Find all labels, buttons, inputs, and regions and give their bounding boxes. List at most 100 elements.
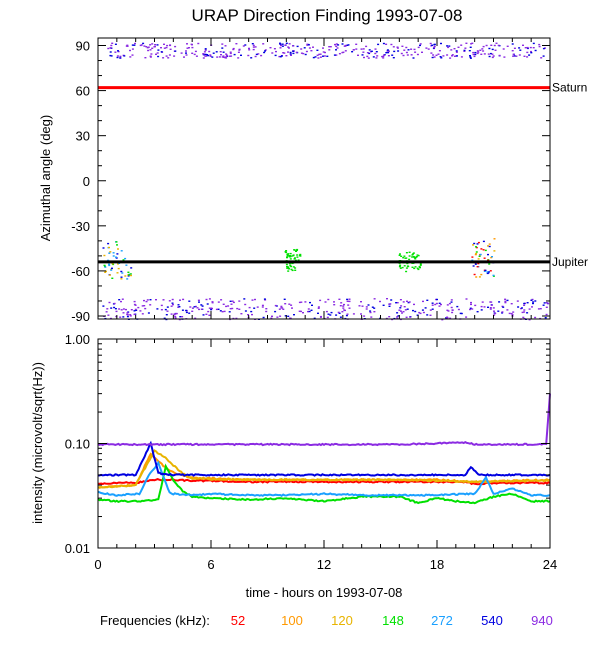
scatter-point-1-267 <box>408 301 411 303</box>
scatter-point-0-305 <box>288 43 291 45</box>
scatter-point-4-31 <box>399 267 402 269</box>
scatter-point-0-383 <box>169 44 171 47</box>
scatter-point-0-131 <box>386 50 389 52</box>
scatter-point-0-382 <box>300 52 303 54</box>
scatter-point-0-392 <box>202 57 205 59</box>
scatter-point-0-403 <box>512 53 515 55</box>
scatter-point-0-231 <box>413 48 416 51</box>
scatter-point-0-171 <box>432 47 435 50</box>
scatter-point-1-205 <box>276 316 279 318</box>
scatter-point-1-408 <box>346 298 349 301</box>
scatter-point-1-416 <box>545 313 548 316</box>
scatter-point-0-263 <box>117 50 119 52</box>
scatter-point-0-331 <box>336 47 339 49</box>
scatter-point-0-373 <box>417 46 420 49</box>
scatter-point-0-362 <box>131 44 134 46</box>
scatter-point-5-45 <box>484 269 487 272</box>
scatter-point-1-42 <box>413 303 415 306</box>
azimuth-scatter-points <box>102 42 550 321</box>
scatter-point-1-402 <box>474 304 477 307</box>
scatter-point-1-41 <box>105 311 108 313</box>
scatter-point-1-214 <box>143 299 145 302</box>
scatter-point-0-292 <box>304 53 307 56</box>
scatter-point-1-379 <box>379 300 381 303</box>
scatter-point-5-46 <box>474 253 477 256</box>
scatter-point-0-364 <box>469 57 472 59</box>
scatter-point-0-206 <box>165 46 168 49</box>
scatter-point-1-75 <box>528 319 531 321</box>
scatter-point-0-240 <box>526 47 529 50</box>
scatter-point-1-327 <box>307 308 310 310</box>
scatter-point-0-293 <box>470 43 473 45</box>
scatter-point-1-325 <box>208 298 211 300</box>
scatter-point-1-96 <box>429 309 432 311</box>
scatter-point-0-401 <box>273 48 276 50</box>
scatter-point-0-264 <box>162 57 165 59</box>
scatter-point-5-19 <box>487 272 490 274</box>
scatter-point-0-35 <box>240 54 242 56</box>
scatter-point-1-261 <box>476 311 479 313</box>
scatter-point-1-120 <box>543 302 546 304</box>
scatter-point-1-394 <box>469 308 471 311</box>
scatter-point-0-84 <box>232 48 235 51</box>
scatter-point-1-257 <box>133 300 136 303</box>
scatter-point-1-385 <box>270 317 273 319</box>
scatter-point-0-388 <box>532 47 535 49</box>
scatter-point-1-274 <box>542 304 545 306</box>
scatter-point-1-34 <box>166 310 169 312</box>
scatter-point-1-61 <box>251 299 254 301</box>
scatter-point-1-58 <box>265 308 268 310</box>
scatter-point-1-322 <box>330 311 333 314</box>
scatter-point-0-414 <box>204 49 207 51</box>
scatter-point-1-219 <box>421 309 424 311</box>
scatter-point-0-142 <box>494 49 497 51</box>
scatter-point-1-263 <box>143 305 146 307</box>
scatter-point-5-47 <box>484 249 487 252</box>
scatter-point-0-381 <box>169 48 172 50</box>
scatter-point-1-287 <box>206 303 209 305</box>
scatter-point-1-293 <box>526 312 529 314</box>
scatter-point-3-51 <box>299 255 302 257</box>
scatter-point-0-223 <box>296 45 299 48</box>
scatter-point-2-23 <box>102 247 105 249</box>
scatter-point-0-108 <box>421 51 423 53</box>
scatter-point-0-265 <box>160 47 162 49</box>
scatter-point-0-153 <box>414 51 417 53</box>
scatter-point-1-39 <box>361 305 364 307</box>
scatter-point-0-30 <box>438 50 441 52</box>
scatter-point-4-11 <box>414 258 417 260</box>
scatter-point-1-222 <box>223 310 226 313</box>
scatter-point-0-187 <box>194 50 197 53</box>
scatter-point-0-81 <box>392 46 395 48</box>
scatter-point-1-23 <box>504 300 507 302</box>
scatter-point-1-3 <box>165 314 168 316</box>
scatter-point-1-153 <box>339 305 342 307</box>
scatter-point-2-41 <box>124 257 127 260</box>
scatter-point-1-265 <box>298 310 301 312</box>
scatter-point-0-280 <box>381 55 384 58</box>
scatter-point-1-398 <box>416 314 419 316</box>
scatter-point-2-10 <box>127 275 130 277</box>
scatter-point-0-303 <box>228 55 231 57</box>
scatter-point-0-289 <box>323 55 326 57</box>
scatter-point-0-307 <box>495 42 498 44</box>
scatter-point-4-49 <box>398 254 401 256</box>
scatter-point-1-382 <box>300 310 302 313</box>
scatter-point-1-159 <box>347 304 350 306</box>
scatter-point-1-242 <box>360 301 362 303</box>
scatter-point-1-161 <box>282 308 285 310</box>
scatter-point-4-39 <box>415 256 418 258</box>
scatter-point-1-335 <box>133 313 136 316</box>
scatter-point-0-321 <box>511 50 514 52</box>
scatter-point-0-0 <box>110 55 113 57</box>
scatter-point-1-288 <box>229 300 232 302</box>
scatter-point-2-40 <box>111 267 113 269</box>
scatter-point-5-10 <box>480 248 483 250</box>
scatter-point-2-49 <box>103 254 106 257</box>
scatter-point-1-144 <box>247 314 249 316</box>
scatter-point-0-139 <box>292 50 295 52</box>
scatter-point-0-288 <box>221 56 224 58</box>
scatter-point-0-254 <box>540 57 543 59</box>
scatter-point-0-251 <box>334 43 336 46</box>
scatter-point-1-176 <box>108 301 111 304</box>
